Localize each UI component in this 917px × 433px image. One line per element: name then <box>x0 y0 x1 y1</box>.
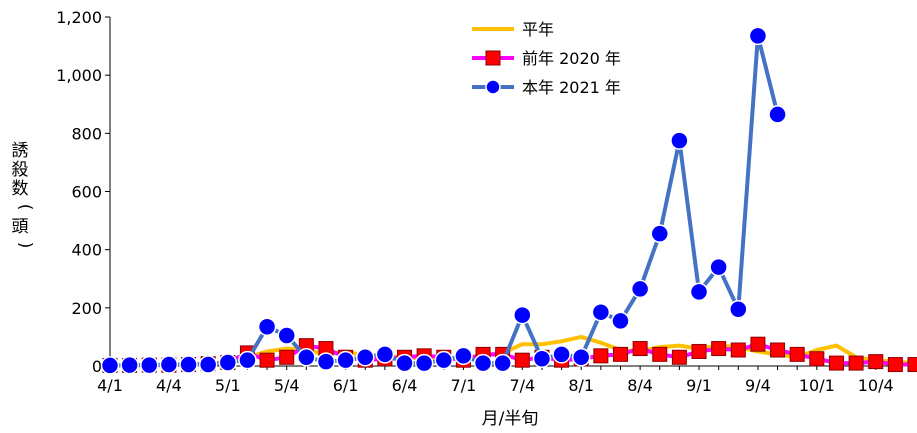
x-tick-label: 6/4 <box>392 376 418 395</box>
data-point <box>218 353 238 372</box>
data-point <box>671 349 687 365</box>
data-point <box>336 350 355 370</box>
y-axis-title-char: ( <box>15 204 35 211</box>
data-point <box>238 350 257 370</box>
y-axis-title-char: 数 <box>12 179 29 199</box>
data-point <box>316 352 336 371</box>
data-point <box>198 355 218 374</box>
x-axis-title: 月/半旬 <box>482 409 539 429</box>
data-point <box>159 355 179 374</box>
data-point <box>630 279 650 299</box>
y-tick-label: 800 <box>71 124 102 143</box>
data-point <box>632 341 648 357</box>
series-layer <box>100 26 917 375</box>
data-point <box>552 345 571 364</box>
x-tick-label: 5/1 <box>215 376 241 395</box>
y-tick-label: 0 <box>92 357 102 376</box>
data-point <box>140 355 159 375</box>
data-point <box>514 352 530 368</box>
x-tick-label: 7/4 <box>509 376 535 395</box>
y-tick-label: 1,000 <box>56 66 102 85</box>
y-axis-title-char: 殺 <box>12 160 29 180</box>
data-point <box>828 355 844 371</box>
data-point <box>650 224 670 243</box>
data-point <box>297 348 316 367</box>
data-point <box>789 346 805 362</box>
data-point <box>375 345 395 364</box>
data-point <box>414 353 434 373</box>
axes: 0 200 400 600 800 1,000 1,200 4/1 4/4 5/1 5/4 6/1 6/… <box>56 8 916 395</box>
y-tick-label: 1,200 <box>56 8 102 27</box>
data-point <box>711 341 727 357</box>
y-axis-title-char: ) <box>15 242 35 249</box>
y-tick-label: 600 <box>71 183 102 202</box>
data-point <box>652 346 668 362</box>
data-point <box>277 326 296 345</box>
data-point <box>868 354 884 370</box>
legend-label: 前年 2020 年 <box>522 49 621 68</box>
data-point <box>709 257 728 277</box>
data-point <box>591 302 611 322</box>
data-point <box>571 348 591 367</box>
y-tick-label: 400 <box>71 241 102 260</box>
series-2 <box>100 26 787 375</box>
legend-marker <box>485 79 501 95</box>
x-tick-label: 4/4 <box>156 376 182 395</box>
data-point <box>493 353 512 373</box>
data-point <box>907 357 917 373</box>
data-point <box>887 357 903 373</box>
series-line <box>109 33 780 368</box>
x-tick-label: 4/1 <box>97 376 123 395</box>
data-point <box>748 26 768 46</box>
data-point <box>691 343 707 359</box>
data-point <box>279 349 295 365</box>
data-point <box>100 356 120 375</box>
data-point <box>768 105 787 124</box>
data-point <box>670 131 689 150</box>
y-axis-title: 誘殺数 ( 頭) <box>12 141 36 248</box>
legend-marker <box>485 50 501 66</box>
x-tick-label: 7/1 <box>451 376 477 395</box>
data-point <box>532 349 552 368</box>
x-tick-label: 6/1 <box>333 376 359 395</box>
data-point <box>513 305 532 325</box>
x-tick-label: 9/4 <box>745 376 771 395</box>
data-point <box>689 282 709 302</box>
data-point <box>395 353 414 373</box>
data-point <box>750 336 766 352</box>
data-point <box>848 355 864 371</box>
data-point <box>730 342 746 358</box>
y-tick-label: 200 <box>71 299 102 318</box>
y-axis-title-char: 頭 <box>12 217 29 237</box>
y-axis-title-char: 誘 <box>12 141 29 161</box>
data-point <box>770 342 786 358</box>
data-point <box>179 355 198 374</box>
legend-label: 本年 2021 年 <box>522 78 621 97</box>
x-tick-label: 10/1 <box>799 376 835 395</box>
data-point <box>612 346 628 362</box>
data-point <box>434 350 454 370</box>
data-point <box>355 348 375 367</box>
data-point <box>809 351 825 367</box>
x-tick-label: 8/1 <box>568 376 594 395</box>
x-tick-label: 8/4 <box>627 376 653 395</box>
x-tick-label: 10/4 <box>858 376 894 395</box>
data-point <box>729 300 748 319</box>
x-tick-label: 9/1 <box>686 376 712 395</box>
data-point <box>120 355 139 375</box>
data-point <box>611 311 630 331</box>
data-point <box>454 346 473 366</box>
data-point <box>593 348 609 364</box>
data-point <box>473 353 493 373</box>
x-tick-label: 5/4 <box>274 376 300 395</box>
data-point <box>257 317 277 336</box>
legend-label: 平年 <box>522 20 554 39</box>
data-point <box>259 352 275 368</box>
